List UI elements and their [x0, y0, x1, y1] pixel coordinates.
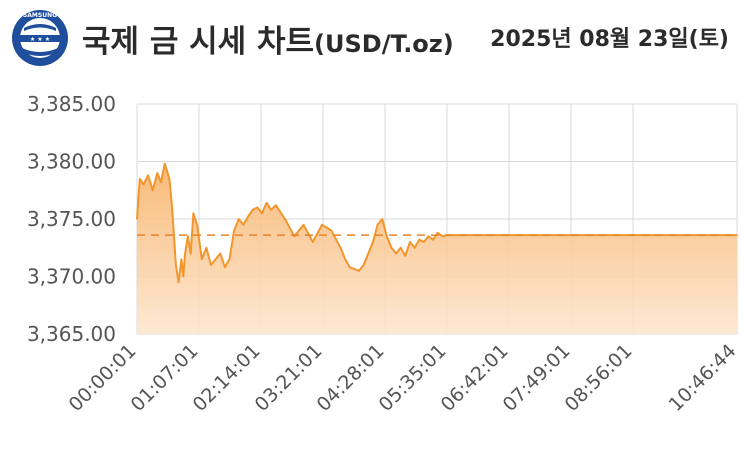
- price-point-33: [261, 212, 263, 215]
- x-tick-label: 05:35:01: [375, 340, 451, 416]
- price-point-9: [171, 206, 173, 209]
- x-tick-label: 00:00:01: [65, 340, 141, 416]
- price-point-36: [275, 204, 277, 206]
- price-point-11: [175, 264, 177, 266]
- price-point-49: [372, 241, 374, 243]
- price-point-67: [455, 234, 458, 236]
- price-point-12: [177, 281, 180, 284]
- price-point-52: [386, 235, 388, 238]
- y-tick-label: 3,365.00: [27, 322, 116, 346]
- price-point-37: [284, 218, 286, 220]
- price-point-7: [163, 163, 166, 165]
- price-point-22: [210, 264, 212, 266]
- price-point-63: [436, 232, 439, 234]
- header: ★ ★ ★ SAMSUNG 국제 금 시세 차트(USD/T.oz) 2025년…: [0, 0, 743, 80]
- y-tick-label: 3,370.00: [27, 265, 116, 289]
- samsung-globe-logo-icon: ★ ★ ★ SAMSUNG: [12, 10, 68, 66]
- price-point-1: [139, 178, 141, 180]
- price-point-21: [205, 247, 208, 249]
- price-point-40: [312, 241, 314, 243]
- price-point-54: [395, 252, 397, 255]
- price-point-64: [441, 235, 444, 238]
- price-point-35: [270, 209, 273, 211]
- page-title: 국제 금 시세 차트(USD/T.oz): [82, 16, 454, 61]
- x-axis-ticks: 00:00:0101:07:0102:14:0103:21:0104:28:01…: [65, 340, 741, 416]
- price-point-39: [302, 224, 305, 226]
- price-point-2: [142, 183, 145, 186]
- x-tick-label: 03:21:01: [251, 340, 327, 416]
- price-point-56: [404, 255, 407, 257]
- price-point-3: [147, 174, 149, 177]
- x-tick-label: 02:14:01: [189, 340, 265, 416]
- y-tick-label: 3,375.00: [27, 207, 116, 231]
- price-point-28: [238, 218, 240, 220]
- price-point-20: [201, 258, 203, 261]
- price-line: [136, 162, 737, 284]
- price-point-48: [367, 252, 370, 255]
- price-point-24: [219, 252, 222, 255]
- price-point-4: [151, 189, 154, 192]
- y-axis-ticks: 3,385.00 3,380.00 3,375.00 3,370.00 3,365.00: [27, 92, 116, 346]
- price-point-43: [339, 247, 342, 249]
- y-tick-label: 3,380.00: [27, 150, 116, 174]
- price-point-60: [423, 241, 425, 243]
- svg-text:★ ★ ★: ★ ★ ★: [30, 36, 50, 43]
- price-point-59: [418, 238, 421, 241]
- price-point-18: [192, 212, 195, 215]
- x-tick-label: 06:42:01: [437, 340, 513, 416]
- price-point-42: [330, 229, 333, 232]
- price-point-25: [224, 266, 226, 269]
- x-tick-label: 08:56:01: [561, 340, 637, 416]
- price-point-44: [344, 258, 347, 261]
- price-point-0: [136, 218, 138, 220]
- price-point-23: [214, 258, 217, 261]
- price-point-38: [293, 235, 296, 238]
- price-point-58: [413, 247, 416, 249]
- price-point-31: [251, 209, 254, 211]
- price-point-47: [362, 264, 365, 266]
- price-point-32: [256, 206, 259, 209]
- price-point-41: [321, 224, 323, 226]
- price-point-15: [184, 252, 186, 255]
- price-point-13: [180, 258, 183, 261]
- chart-area-layer: [136, 162, 738, 334]
- price-point-53: [390, 247, 393, 249]
- price-point-46: [358, 270, 360, 272]
- y-tick-label: 3,385.00: [27, 92, 116, 116]
- price-point-10: [173, 235, 175, 238]
- price-point-50: [376, 224, 379, 226]
- price-point-5: [156, 172, 159, 174]
- price-point-19: [196, 224, 198, 226]
- price-point-62: [432, 238, 434, 241]
- price-point-8: [168, 178, 171, 180]
- price-point-57: [409, 241, 411, 243]
- x-tick-label: 01:07:01: [127, 340, 203, 416]
- title-text: 국제 금 시세 차트: [82, 24, 315, 60]
- price-point-14: [182, 275, 185, 278]
- date-label: 2025년 08월 23일(토): [490, 27, 729, 52]
- svg-text:SAMSUNG: SAMSUNG: [23, 12, 57, 19]
- price-point-61: [427, 235, 430, 238]
- x-tick-label: 07:49:01: [499, 340, 575, 416]
- price-point-45: [349, 266, 351, 269]
- title-unit: (USD/T.oz): [314, 30, 454, 58]
- price-point-27: [233, 229, 235, 232]
- price-point-55: [399, 247, 402, 249]
- price-point-30: [247, 215, 249, 218]
- price-point-51: [381, 218, 384, 220]
- price-point-29: [242, 224, 245, 226]
- price-point-69: [736, 234, 738, 236]
- price-point-17: [189, 252, 192, 255]
- price-point-26: [228, 258, 231, 261]
- samsung-logo: ★ ★ ★ SAMSUNG: [10, 8, 70, 68]
- price-point-16: [187, 235, 189, 238]
- price-point-6: [160, 181, 162, 183]
- price-area-fill: [137, 163, 737, 334]
- x-tick-label: 10:46:44: [665, 340, 741, 416]
- x-tick-label: 04:28:01: [313, 340, 389, 416]
- price-point-34: [265, 202, 268, 204]
